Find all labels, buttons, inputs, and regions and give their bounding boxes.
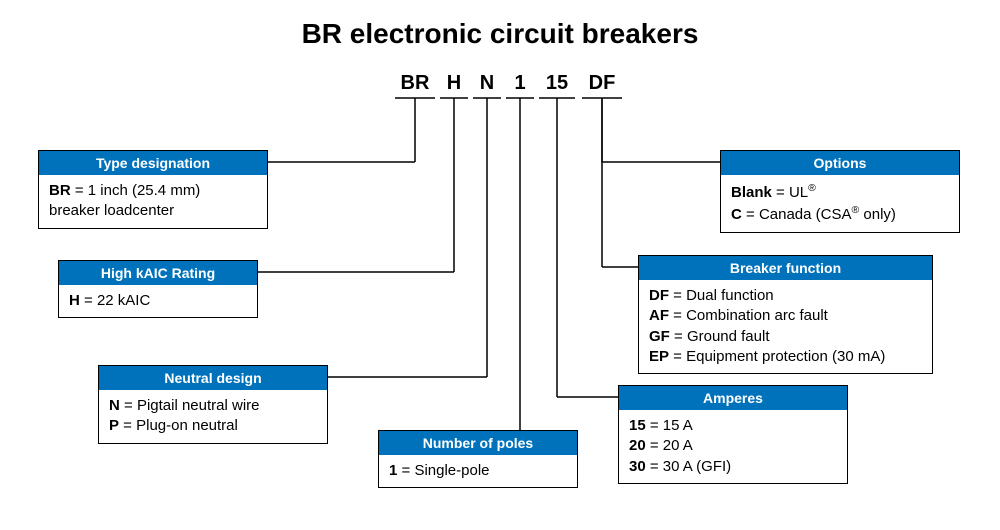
- callout-breaker-function: Breaker functionDF = Dual functionAF = C…: [638, 255, 933, 374]
- callout-header-type-designation: Type designation: [39, 151, 267, 175]
- callout-header-amperes: Amperes: [619, 386, 847, 410]
- callout-body-breaker-function: DF = Dual functionAF = Combination arc f…: [639, 280, 932, 373]
- callout-header-breaker-function: Breaker function: [639, 256, 932, 280]
- code-segment-4: 15: [539, 72, 575, 95]
- callout-type-designation: Type designationBR = 1 inch (25.4 mm)bre…: [38, 150, 268, 229]
- callout-neutral-design: Neutral designN = Pigtail neutral wireP …: [98, 365, 328, 444]
- callout-number-of-poles: Number of poles1 = Single-pole: [378, 430, 578, 488]
- callout-header-number-of-poles: Number of poles: [379, 431, 577, 455]
- callout-body-number-of-poles: 1 = Single-pole: [379, 455, 577, 487]
- callout-header-options: Options: [721, 151, 959, 175]
- callout-body-options: Blank = UL®C = Canada (CSA® only): [721, 175, 959, 232]
- callout-body-high-kaic: H = 22 kAIC: [59, 285, 257, 317]
- callout-header-neutral-design: Neutral design: [99, 366, 327, 390]
- callout-body-type-designation: BR = 1 inch (25.4 mm)breaker loadcenter: [39, 175, 267, 228]
- callout-amperes: Amperes15 = 15 A20 = 20 A30 = 30 A (GFI): [618, 385, 848, 484]
- callout-body-amperes: 15 = 15 A20 = 20 A30 = 30 A (GFI): [619, 410, 847, 483]
- callout-header-high-kaic: High kAIC Rating: [59, 261, 257, 285]
- code-segment-5: DF: [582, 72, 622, 95]
- callout-body-neutral-design: N = Pigtail neutral wireP = Plug-on neut…: [99, 390, 327, 443]
- code-segment-1: H: [440, 72, 468, 95]
- code-segment-0: BR: [395, 72, 435, 95]
- callout-high-kaic: High kAIC RatingH = 22 kAIC: [58, 260, 258, 318]
- callout-options: OptionsBlank = UL®C = Canada (CSA® only): [720, 150, 960, 233]
- diagram-title: BR electronic circuit breakers: [0, 18, 1000, 50]
- code-segment-3: 1: [506, 72, 534, 95]
- code-segment-2: N: [473, 72, 501, 95]
